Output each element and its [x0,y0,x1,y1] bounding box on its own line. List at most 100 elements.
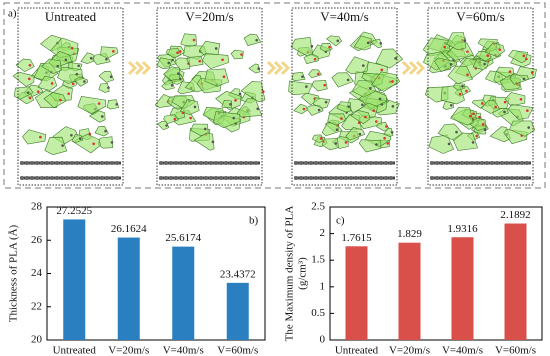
atom [458,92,462,96]
substrate-atom [475,176,479,180]
substrate-atom [244,161,248,165]
substrate-atom [354,176,358,180]
molecule [447,65,474,84]
molecule [22,129,47,145]
md-snapshot [12,34,121,180]
molecule [240,81,266,103]
molecule [375,48,404,69]
molecule [371,38,382,49]
substrate-atom [70,176,74,180]
molecule [311,134,324,143]
atom [394,57,397,60]
substrate-atom [440,161,444,165]
atom [107,86,110,89]
substrate-atom [164,161,168,165]
molecule [163,66,180,81]
atom [361,103,364,107]
molecule [204,68,230,87]
substrate-atom [204,176,208,180]
atom [379,42,383,45]
substrate-atom [445,176,449,180]
substrate-atom [174,161,178,165]
substrate-atom [334,176,338,180]
substrate-atom [309,176,313,180]
arrow [134,60,145,76]
atom [255,38,258,42]
x-tick-label: Untreated [53,345,97,356]
substrate-atom [324,176,328,180]
atom [481,123,485,126]
substrate-atom [189,176,193,180]
molecule [15,58,35,73]
y-tick-label: 20 [31,334,43,346]
substrate-atom [359,161,363,165]
value-label: 23.4372 [220,268,256,280]
y-tick-label: 22 [31,300,42,312]
substrate-atom [20,161,24,165]
panel-a: Untreated V=20m/s V=40m/s V=60m/s [12,7,537,186]
bar [172,246,195,340]
molecule [290,36,314,57]
substrate-atom [520,161,524,165]
substrate-atom [60,161,64,165]
x-tick-label: V=20m/s [108,345,149,356]
frame-label: Untreated [45,9,97,24]
y-tick-label: 24 [31,267,43,279]
atom [232,116,235,120]
substrate-atom [115,176,119,180]
substrate-atom [254,176,258,180]
atom [391,80,394,83]
molecule [321,122,343,137]
molecule [484,42,505,57]
substrate-atom [249,176,253,180]
substrate-atom [510,161,514,165]
atom [50,82,54,85]
atom [88,132,92,136]
atom [483,62,486,66]
substrate-atom [389,176,393,180]
bar [63,219,86,340]
panel-a-border [3,2,546,189]
molecule [345,127,366,141]
panel-label: b) [249,215,259,227]
atom [257,67,261,70]
molecule [509,120,536,137]
molecule [434,57,458,73]
substrate-atom [25,161,29,165]
substrate-atom [105,161,109,165]
substrate-atom [304,176,308,180]
atom [110,141,114,144]
substrate-atom [100,176,104,180]
molecule [351,80,377,98]
molecule [508,49,529,64]
atom [340,117,343,120]
substrate-atom [369,161,373,165]
atom [336,39,340,43]
atom [211,140,215,144]
atom [358,132,362,136]
substrate-atom [204,161,208,165]
substrate-atom [505,176,509,180]
atom [70,134,73,137]
substrate-atom [45,161,49,165]
substrate-atom [55,161,59,165]
substrate-atom [324,161,328,165]
atom [302,107,306,111]
molecule [41,58,62,75]
value-label: 2.1892 [500,209,530,221]
atom [466,50,469,53]
atom [375,143,378,146]
atom [449,63,453,66]
substrate-atom [389,161,393,165]
value-label: 26.1624 [111,223,147,235]
substrate-atom [219,176,223,180]
molecule [383,127,394,137]
substrate-atom [50,161,54,165]
atom [385,125,388,128]
atom [26,91,30,94]
substrate-atom [470,161,474,165]
molecule [371,71,401,92]
substrate-atom [379,176,383,180]
substrate-atom [329,161,333,165]
atom [240,53,243,56]
